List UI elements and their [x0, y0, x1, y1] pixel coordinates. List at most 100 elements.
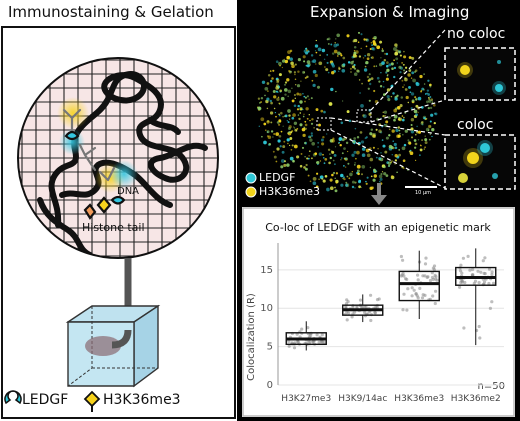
data-point [432, 264, 437, 268]
data-point [300, 327, 304, 331]
left-panel-frame [1, 26, 236, 419]
x-tick-label: H3K36me3 [394, 394, 444, 404]
legend-ledgf-label: LEDGF [22, 392, 69, 408]
left-panel: Immunostaining & Gelation [0, 0, 237, 421]
data-point [476, 269, 480, 273]
data-point [423, 262, 428, 266]
microscopy-panel: Expansion & Imaging no coloc coloc 10 μm… [237, 0, 520, 205]
boxplot-chart: Co-loc of LEDGF with an epigenetic mark … [242, 207, 515, 417]
y-tick-label: 0 [267, 380, 273, 391]
data-point [428, 278, 433, 283]
data-point [412, 288, 416, 292]
data-point [423, 293, 427, 297]
data-point [434, 275, 438, 279]
gel-cube-icon [65, 304, 161, 388]
data-point [483, 256, 487, 260]
data-point [430, 275, 435, 280]
data-point [309, 334, 313, 338]
data-point [458, 285, 462, 289]
data-point [296, 340, 300, 344]
data-point [311, 340, 315, 344]
data-point [468, 268, 472, 272]
data-point [402, 292, 406, 296]
data-point [406, 287, 410, 291]
data-point [292, 346, 297, 350]
data-point [462, 326, 466, 330]
data-point [416, 296, 420, 300]
data-point [490, 300, 494, 304]
data-point [487, 267, 492, 271]
data-point [433, 277, 438, 281]
chart-title: Co-loc of LEDGF with an epigenetic mark [265, 221, 491, 234]
data-point [434, 289, 438, 293]
data-point [345, 318, 349, 322]
data-point [414, 292, 418, 296]
data-point [347, 311, 351, 315]
data-point [369, 318, 373, 323]
legend-ledgf-text: LEDGF [259, 171, 296, 184]
data-point [319, 340, 323, 344]
data-point [401, 308, 405, 312]
data-point [433, 301, 437, 306]
chart-ylabel: Colocalization (R) [246, 293, 257, 381]
fluorescent-puncta [257, 31, 438, 193]
data-point [287, 339, 291, 344]
data-point [426, 275, 430, 279]
chart-annotation: n=50 [478, 381, 505, 392]
legend-h3k36me3-text: H3K36me3 [259, 185, 320, 198]
data-point [358, 298, 363, 302]
coloc-inset [444, 134, 516, 190]
scalebar-label: 10 μm [415, 190, 432, 196]
chart-container: Co-loc of LEDGF with an epigenetic mark … [242, 207, 515, 417]
data-point [322, 340, 326, 344]
histone-tail-label: Histone tail [82, 221, 145, 234]
data-point [471, 273, 475, 277]
nucleus-image [245, 29, 516, 198]
h3k36me3-legend-icon [83, 390, 101, 412]
data-point [293, 341, 297, 345]
chart-panel: Co-loc of LEDGF with an epigenetic mark … [237, 183, 520, 421]
data-point [432, 268, 436, 272]
data-point [421, 274, 425, 278]
data-point [479, 270, 483, 274]
y-tick-label: 5 [267, 342, 273, 353]
data-point [460, 271, 464, 275]
data-point [377, 297, 381, 301]
data-point [345, 298, 349, 302]
gel-illustration [4, 57, 219, 412]
data-point [399, 254, 403, 259]
x-tick-label: H3K27me3 [281, 394, 331, 404]
data-point [488, 306, 492, 310]
data-point [369, 293, 373, 297]
no-coloc-inset [444, 47, 516, 101]
data-point [477, 324, 481, 329]
data-point [420, 296, 425, 300]
data-point [490, 272, 494, 277]
box-H3K36me3 [398, 270, 440, 302]
data-point [459, 263, 463, 267]
data-point [478, 336, 482, 340]
data-point [481, 259, 485, 263]
data-point [401, 258, 405, 262]
data-point [410, 286, 414, 290]
data-point [410, 294, 414, 298]
data-point [373, 310, 377, 315]
x-tick-label: H3K9/14ac [338, 394, 387, 404]
h3k36me3-dot-icon [245, 186, 257, 198]
data-point [287, 344, 291, 348]
legend-h3k36me3-label: H3K36me3 [103, 392, 181, 408]
data-point [405, 277, 409, 281]
coloc-label: coloc [457, 117, 494, 133]
data-point [350, 315, 354, 319]
data-point [416, 273, 420, 277]
data-point [363, 305, 367, 309]
data-point [400, 273, 404, 277]
y-tick-label: 15 [260, 265, 273, 276]
x-tick-label: H3K36me2 [451, 394, 501, 404]
data-point [482, 271, 486, 275]
dna-label: DNA [117, 186, 140, 197]
data-point [315, 333, 319, 337]
right-title: Expansion & Imaging [310, 3, 470, 21]
data-point [460, 279, 464, 283]
data-point [424, 256, 428, 260]
